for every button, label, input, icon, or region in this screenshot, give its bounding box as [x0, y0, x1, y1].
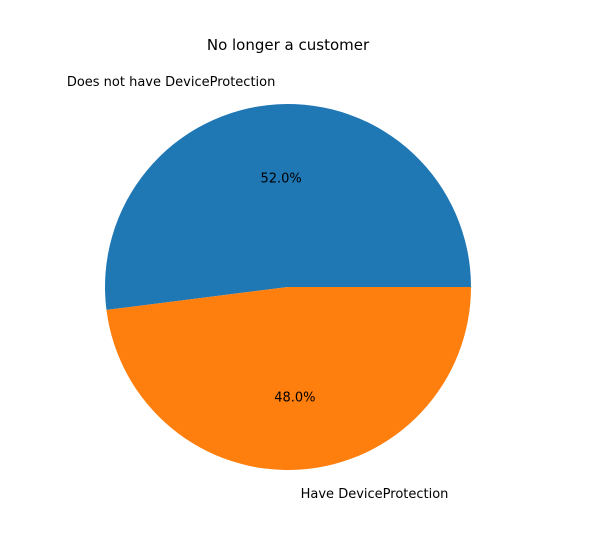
pie-category-label-0: Does not have DeviceProtection [67, 75, 276, 90]
pie-pct-label-1: 48.0% [274, 391, 315, 406]
chart-title: No longer a customer [207, 36, 370, 54]
pie-slices [105, 104, 472, 471]
pie-slice-1 [106, 287, 472, 471]
pie-category-label-1: Have DeviceProtection [301, 487, 449, 502]
pie-slice-0 [105, 104, 471, 310]
pie-labels: 52.0% Does not have DeviceProtection 48.0%… [67, 75, 449, 502]
pie-pct-label-0: 52.0% [260, 171, 301, 186]
